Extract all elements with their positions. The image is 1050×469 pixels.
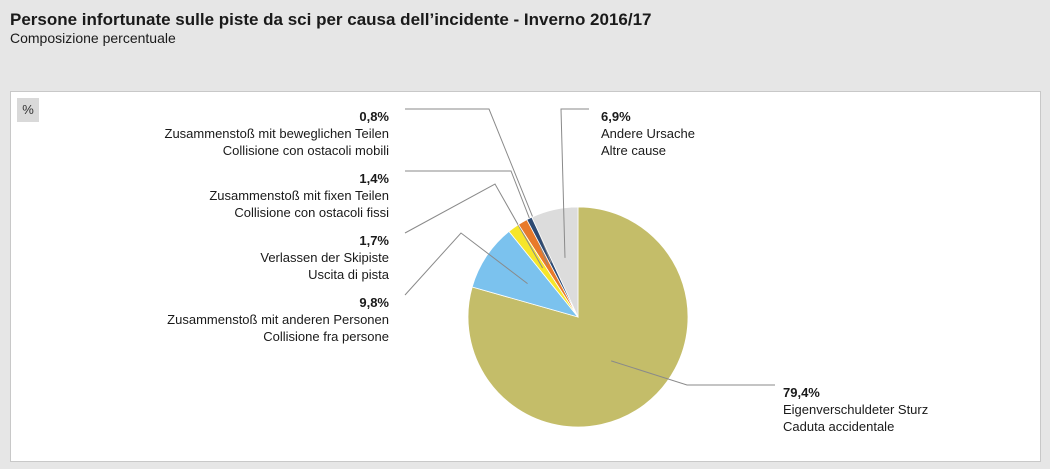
slice-label-de: Zusammenstoß mit anderen Personen [167,312,389,327]
pie-slice [531,206,579,318]
leader-line [405,108,552,263]
leader-line [404,183,544,269]
slice-label-de: Zusammenstoß mit fixen Teilen [209,188,389,203]
slice-label-de: Zusammenstoß mit beweglichen Teilen [165,126,389,141]
slice-label-de: Verlassen der Skipiste [260,250,389,265]
slice-percentage-label: 1,7% [359,233,389,248]
slice-label-it: Uscita di pista [308,267,390,282]
slice-percentage-label: 1,4% [359,171,389,186]
chart-title: Persone infortunate sulle piste da sci p… [10,10,652,29]
chart-panel: % 79,4% Eigenverschuldeter Sturz Caduta ac… [10,91,1041,462]
leader-line [560,108,589,258]
slice-label-it: Collisione con ostacoli fissi [234,205,389,220]
slice-percentage-label: 6,9% [601,109,631,124]
slice-label-de: Andere Ursache [601,126,695,141]
slice-percentage-label: 79,4% [783,385,820,400]
unit-label: % [17,98,39,122]
pie-chart: 79,4% Eigenverschuldeter Sturz Caduta acci… [165,108,928,434]
slice-percentage-label: 9,8% [359,295,389,310]
leader-line [611,360,775,386]
leader-line [404,232,528,296]
slice-label-it: Altre cause [601,143,666,158]
slice-label-de: Eigenverschuldeter Sturz [783,402,928,417]
slice-label-it: Collisione fra persone [263,329,389,344]
slice-label-it: Collisione con ostacoli mobili [223,143,389,158]
chart-subtitle: Composizione percentuale [10,30,176,46]
slice-percentage-label: 0,8% [359,109,389,124]
slice-label-it: Caduta accidentale [783,419,894,434]
